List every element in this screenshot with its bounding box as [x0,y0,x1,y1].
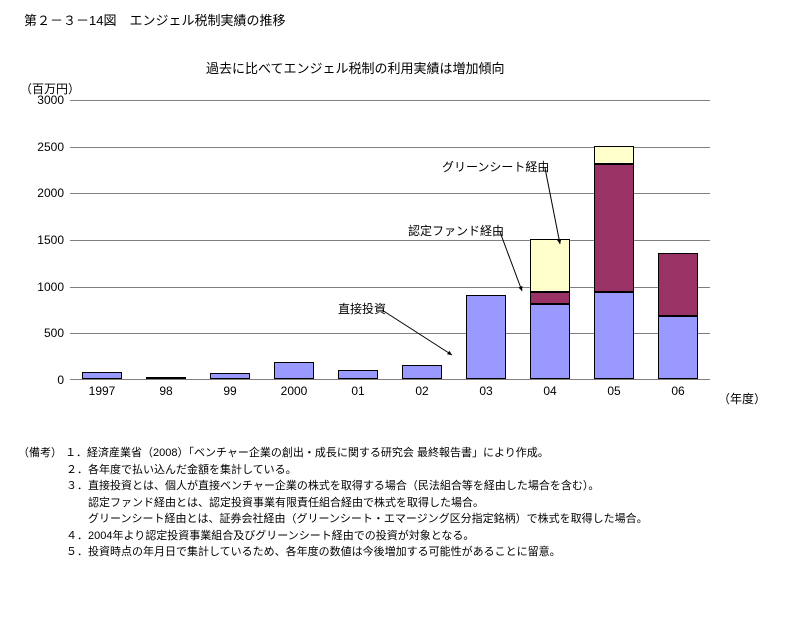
x-tick-label: 05 [607,384,620,398]
bar-segment [274,362,314,379]
bar-segment [658,253,698,316]
bar-segment [402,365,442,379]
x-tick-label: 99 [223,384,236,398]
bar-segment [82,372,122,379]
bar-segment [530,304,570,379]
chart-subtitle: 過去に比べてエンジェル税制の利用実績は増加傾向 [206,58,504,77]
series-annotation: グリーンシート経由 [442,158,549,175]
footnote-line: ２．各年度で払い込んだ金額を集計している。 [66,462,648,479]
bar-segment [658,316,698,379]
footnote-line: グリーンシート経由とは、証券会社経由（グリーンシート・エマージング区分指定銘柄）… [66,511,648,528]
series-annotation: 直接投資 [338,300,386,317]
y-tick-label: 1500 [24,233,64,247]
y-tick-label: 0 [24,373,64,387]
bar-segment [594,146,634,165]
footnote-line: 認定ファンド経由とは、認定投資事業有限責任組合経由で株式を取得した場合。 [66,495,648,512]
gridline [70,100,710,101]
x-axis-unit: （年度） [718,390,766,407]
x-tick-label: 06 [671,384,684,398]
footnotes: （備考） １．経済産業省（2008）「ベンチャー企業の創出・成長に関する研究会 … [18,445,648,561]
bar-segment [530,292,570,304]
series-annotation: 認定ファンド経由 [408,222,504,239]
bar-segment [594,292,634,379]
x-tick-label: 02 [415,384,428,398]
footnote-line: １．経済産業省（2008）「ベンチャー企業の創出・成長に関する研究会 最終報告書… [65,447,549,459]
figure-title: 第２－３－14図 エンジェル税制実績の推移 [24,10,285,29]
y-tick-label: 1000 [24,280,64,294]
notes-prefix: （備考） [18,447,62,459]
x-tick-label: 98 [159,384,172,398]
y-tick-label: 2000 [24,186,64,200]
bar-segment [466,295,506,379]
x-tick-label: 01 [351,384,364,398]
x-tick-label: 04 [543,384,556,398]
chart-plot-area: 0500100015002000250030001997989920000102… [70,100,710,380]
y-tick-label: 500 [24,326,64,340]
y-tick-label: 3000 [24,93,64,107]
bar-segment [210,373,250,379]
bar-segment [594,164,634,292]
y-tick-label: 2500 [24,140,64,154]
footnote-line: ３．直接投資とは、個人が直接ベンチャー企業の株式を取得する場合（民法組合等を経由… [66,478,648,495]
x-tick-label: 03 [479,384,492,398]
bar-segment [146,377,186,379]
x-tick-label: 1997 [89,384,116,398]
footnote-line: ４．2004年より認定投資事業組合及びグリーンシート経由での投資が対象となる。 [66,528,648,545]
x-tick-label: 2000 [281,384,308,398]
bar-segment [338,370,378,379]
bar-segment [530,239,570,292]
footnote-line: ５．投資時点の年月日で集計しているため、各年度の数値は今後増加する可能性があるこ… [66,544,648,561]
